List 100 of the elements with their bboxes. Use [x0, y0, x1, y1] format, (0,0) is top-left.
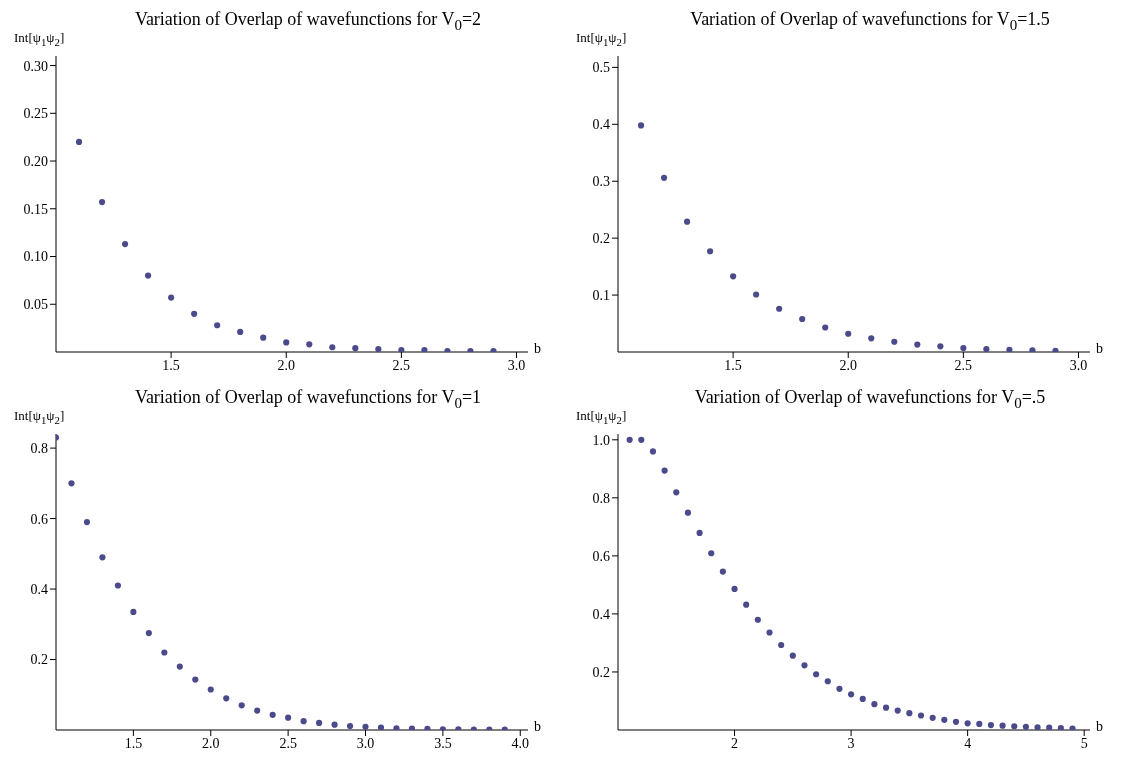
- point: [352, 345, 359, 352]
- point: [130, 608, 137, 616]
- point: [1022, 723, 1029, 730]
- point: [191, 310, 198, 317]
- point: [192, 676, 199, 683]
- point: [848, 691, 855, 698]
- point: [362, 723, 369, 730]
- x-tick-label: 1.5: [724, 357, 742, 373]
- point: [778, 641, 785, 649]
- y-tick-label: 0.05: [23, 297, 48, 313]
- point: [960, 344, 967, 352]
- point: [214, 322, 221, 329]
- x-axis-title: b: [1096, 341, 1103, 357]
- y-tick-label: 0.8: [30, 441, 48, 457]
- point: [121, 241, 129, 248]
- point: [490, 347, 497, 352]
- y-tick-label: 0.3: [592, 174, 610, 190]
- point: [99, 554, 106, 561]
- x-tick-label: 3.5: [434, 735, 452, 751]
- y-axis-title: Int[ψ$_{1}$ψ$_{2}$]: [576, 408, 627, 426]
- point: [661, 467, 668, 474]
- point: [952, 718, 960, 725]
- x-tick-label: 5: [1080, 735, 1088, 751]
- x-axis-title: b: [534, 341, 541, 357]
- point: [871, 701, 878, 708]
- x-tick-label: 2.0: [202, 735, 220, 751]
- point: [719, 568, 726, 575]
- point: [223, 695, 230, 702]
- point: [75, 138, 83, 146]
- point: [1057, 724, 1064, 730]
- y-tick-label: 0.30: [23, 58, 48, 74]
- point: [937, 343, 944, 350]
- x-tick-label: 2.5: [392, 357, 411, 373]
- y-tick-label: 0.2: [592, 231, 610, 247]
- point: [684, 509, 692, 516]
- point: [161, 649, 168, 656]
- x-axis-title: b: [1096, 719, 1103, 735]
- y-tick-label: 0.4: [592, 606, 610, 622]
- point: [999, 722, 1006, 729]
- point: [285, 714, 292, 721]
- point: [708, 550, 715, 557]
- point: [176, 663, 183, 670]
- y-tick-label: 0.8: [592, 490, 610, 506]
- point: [283, 339, 290, 346]
- point: [845, 330, 852, 337]
- x-tick-label: 3: [847, 735, 855, 751]
- point: [1069, 725, 1076, 730]
- x-tick-label: 3.0: [507, 357, 526, 373]
- point: [730, 273, 737, 280]
- point: [626, 436, 633, 443]
- y-axis-title: Int[ψ$_{1}$ψ$_{2}$]: [14, 30, 65, 48]
- point: [894, 707, 901, 714]
- x-tick-label: 3.0: [356, 735, 375, 751]
- x-tick-label: 2: [731, 735, 739, 751]
- x-tick-label: 1.5: [124, 735, 143, 751]
- point: [254, 707, 261, 714]
- point: [398, 347, 405, 352]
- y-axis-title: Int[ψ$_{1}$ψ$_{2}$]: [14, 408, 65, 426]
- point: [1052, 347, 1059, 352]
- point: [789, 652, 796, 659]
- point: [917, 712, 925, 719]
- chart-title: Variation of Overlap of wavefunctions for V$_{0}$=2: [133, 8, 483, 33]
- point: [467, 347, 474, 352]
- point: [824, 678, 831, 685]
- point: [801, 662, 808, 669]
- point: [168, 294, 175, 301]
- point: [696, 529, 703, 537]
- point: [145, 272, 152, 279]
- point: [799, 315, 806, 323]
- y-tick-label: 0.5: [592, 60, 610, 76]
- chart-title: Variation of Overlap of wavefunctions for V$_{0}$=.5: [693, 386, 1047, 411]
- point: [707, 248, 714, 255]
- x-tick-label: 1.5: [162, 357, 180, 373]
- point: [83, 519, 91, 526]
- point: [891, 338, 898, 345]
- point: [660, 174, 668, 181]
- y-tick-label: 0.4: [592, 117, 610, 133]
- point: [269, 711, 276, 718]
- point: [964, 720, 971, 727]
- x-axis-title: b: [534, 719, 541, 735]
- point: [114, 582, 121, 589]
- point: [637, 122, 645, 129]
- y-tick-label: 0.1: [592, 288, 610, 304]
- point: [673, 489, 680, 496]
- point: [868, 335, 875, 342]
- point: [346, 723, 354, 730]
- y-tick-label: 0.2: [592, 664, 610, 680]
- point: [976, 720, 983, 727]
- point: [987, 721, 995, 729]
- point: [329, 344, 336, 351]
- point: [1006, 346, 1013, 352]
- point: [306, 341, 313, 348]
- x-tick-label: 2.5: [954, 357, 973, 373]
- point: [237, 328, 244, 336]
- point: [377, 724, 385, 730]
- y-axis-title: Int[ψ$_{1}$ψ$_{2}$]: [576, 30, 627, 48]
- point: [638, 436, 645, 443]
- point: [649, 448, 657, 455]
- point: [1029, 347, 1036, 352]
- point: [393, 725, 400, 730]
